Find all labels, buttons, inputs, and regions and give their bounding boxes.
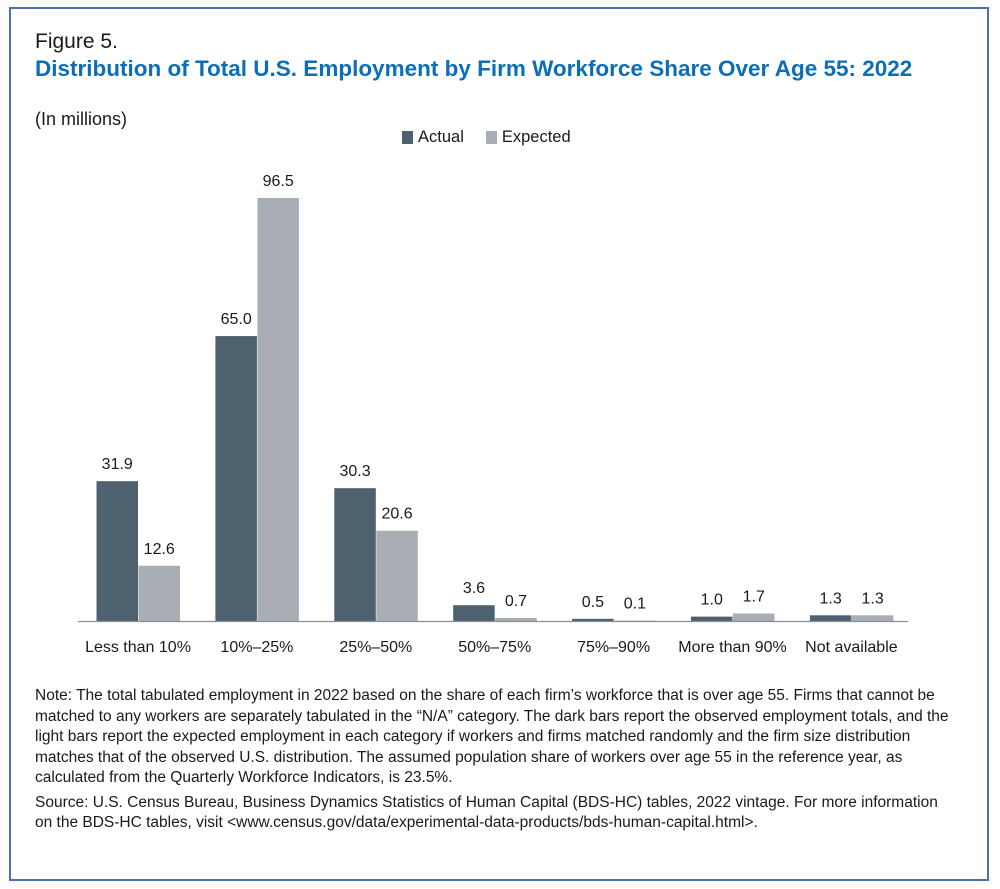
- data-label-actual: 1.3: [820, 590, 842, 607]
- source-text: Source: U.S. Census Bureau, Business Dyn…: [35, 793, 938, 832]
- legend: Actual Expected: [402, 128, 571, 147]
- bar-expected: [257, 198, 299, 621]
- x-tick-label: 50%–75%: [458, 639, 531, 656]
- bar-actual: [453, 605, 495, 621]
- bar-actual: [96, 481, 138, 621]
- data-label-expected: 96.5: [263, 173, 294, 190]
- x-tick-label: Not available: [805, 639, 898, 656]
- legend-item-actual: Actual: [402, 128, 464, 147]
- data-label-actual: 65.0: [221, 311, 252, 328]
- x-tick-label: 25%–50%: [339, 639, 412, 656]
- bar-expected: [851, 615, 894, 621]
- note-text: Note: The total tabulated employment in …: [35, 687, 949, 786]
- data-label-actual: 1.0: [701, 592, 723, 609]
- data-label-actual: 31.9: [102, 456, 133, 473]
- data-label-expected: 20.6: [381, 506, 412, 523]
- legend-swatch-expected: [485, 131, 497, 144]
- data-label-expected: 0.1: [624, 596, 646, 613]
- notes: Note: The total tabulated employment in …: [35, 686, 955, 838]
- data-label-actual: 0.5: [582, 594, 604, 611]
- figure-frame: [9, 7, 989, 881]
- bar-expected: [138, 565, 180, 621]
- x-tick-label: 10%–25%: [220, 639, 293, 656]
- data-label-actual: 3.6: [463, 580, 485, 597]
- legend-swatch-actual: [402, 131, 413, 144]
- bar-expected: [495, 617, 537, 621]
- figure-label: Figure 5.: [35, 30, 118, 53]
- legend-label-actual: Actual: [418, 128, 464, 146]
- chart-subtitle: (In millions): [35, 109, 128, 129]
- bar-expected: [376, 530, 418, 621]
- bar-actual: [215, 336, 257, 621]
- bar-actual: [809, 615, 852, 621]
- legend-label-expected: Expected: [501, 128, 571, 146]
- bar-actual: [334, 488, 376, 621]
- x-tick-label: Less than 10%: [85, 639, 191, 656]
- data-label-actual: 30.3: [339, 463, 370, 480]
- bar-expected: [733, 613, 775, 621]
- chart-title: Distribution of Total U.S. Employment by…: [35, 56, 913, 81]
- bar-actual: [572, 618, 614, 621]
- data-label-expected: 1.3: [862, 590, 884, 607]
- legend-item-expected: Expected: [485, 128, 571, 147]
- x-tick-label: 75%–90%: [577, 639, 650, 656]
- bar-actual: [691, 616, 733, 621]
- x-tick-label: More than 90%: [678, 639, 787, 656]
- data-label-expected: 0.7: [505, 593, 527, 610]
- data-label-expected: 1.7: [743, 589, 765, 606]
- data-label-expected: 12.6: [144, 541, 175, 558]
